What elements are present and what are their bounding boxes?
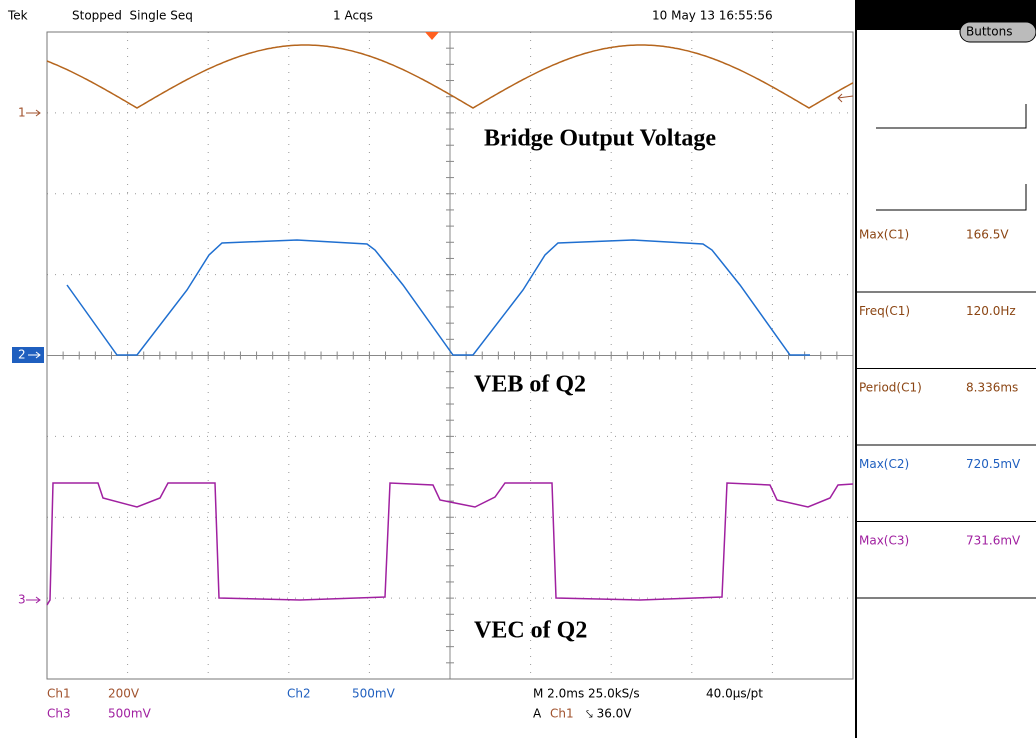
acqs: 1 Acqs xyxy=(333,9,373,23)
bracket xyxy=(876,184,1027,211)
brand: Tek xyxy=(7,9,28,23)
ch3-arrow xyxy=(26,596,41,604)
ch2-arrow xyxy=(28,351,41,359)
annotation: VEC of Q2 xyxy=(474,618,587,644)
ch3-waveform xyxy=(46,482,854,606)
buttons-pill[interactable] xyxy=(959,21,1036,43)
waveforms xyxy=(46,44,854,606)
bracket xyxy=(876,104,1027,129)
ch3-marker: 3 xyxy=(18,593,26,607)
graticule xyxy=(46,31,853,680)
trigger-prefix: A xyxy=(533,707,542,721)
ch1-marker: 1 xyxy=(18,106,26,120)
ch3-scale: 500mV xyxy=(108,707,152,721)
measurement-name: Freq(C1) xyxy=(859,304,910,318)
graticule-frame xyxy=(46,31,854,680)
measurement-value: 731.6mV xyxy=(966,534,1021,548)
ch2-scale: 500mV xyxy=(352,687,396,701)
measurement-value: 166.5V xyxy=(966,228,1009,242)
measurement-value: 120.0Hz xyxy=(966,304,1016,318)
measurement-name: Period(C1) xyxy=(859,381,922,395)
datetime: 10 May 13 16:55:56 xyxy=(652,9,773,23)
ch1-arrow xyxy=(26,109,41,117)
timebase: M 2.0ms 25.0kS/s xyxy=(533,687,640,701)
trigger-position xyxy=(425,32,439,40)
measurement-value: 8.336ms xyxy=(966,381,1018,395)
trigger-level-arrow xyxy=(837,93,854,103)
annotation: Bridge Output Voltage xyxy=(484,126,716,152)
ch2-waveform xyxy=(66,239,810,356)
status: Stopped Single Seq xyxy=(72,9,193,23)
trigger-level: ⤥ 36.0V xyxy=(586,707,632,721)
ch3-label: Ch3 xyxy=(47,707,71,721)
measurements: Max(C1) 166.5V Freq(C1) 120.0Hz Period(C1) 8.… xyxy=(856,228,1036,599)
ch1-scale: 200V xyxy=(108,687,140,701)
measurement-value: 720.5mV xyxy=(966,457,1021,471)
measurement-name: Max(C3) xyxy=(859,534,909,548)
ch1-label: Ch1 xyxy=(47,687,71,701)
measurement-name: Max(C2) xyxy=(859,457,909,471)
annotation: VEB of Q2 xyxy=(474,372,586,398)
buttons-label[interactable]: Buttons xyxy=(966,25,1012,39)
ch2-marker: 2 xyxy=(18,348,26,362)
measurement-name: Max(C1) xyxy=(859,228,909,242)
trigger-source: Ch1 xyxy=(550,707,574,721)
ch2-label: Ch2 xyxy=(287,687,311,701)
ch1-waveform xyxy=(46,44,854,109)
record-length: 40.0µs/pt xyxy=(706,687,763,701)
